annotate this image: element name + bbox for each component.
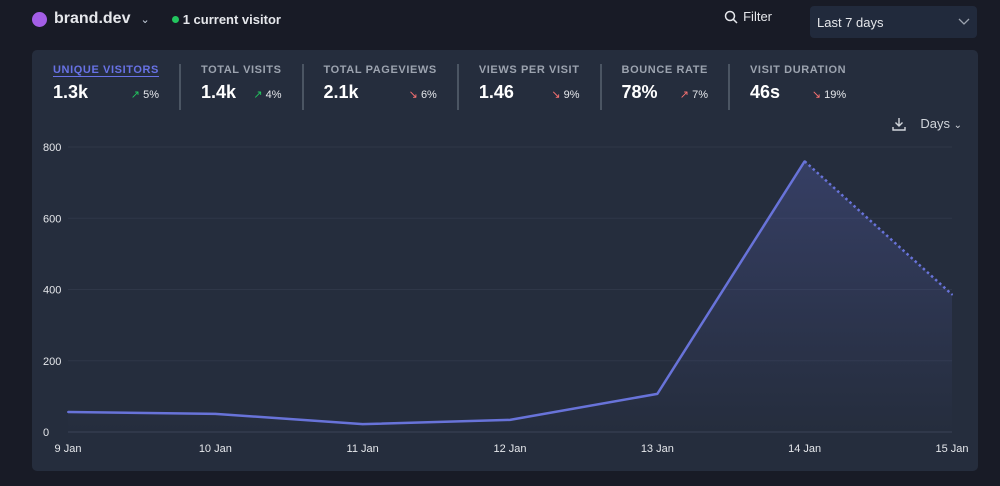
stat-change-value: 6% [420,89,437,101]
stat-total-pageviews[interactable]: TOTAL PAGEVIEWS 2.1k ↘ 6% [324,64,459,110]
stat-change: ↘ 19% [812,88,846,101]
period-value: Last 7 days [817,14,884,30]
data-point[interactable] [361,423,364,426]
filter-label: Filter [743,9,772,24]
arrow-up-right-icon: ↗ [130,89,141,101]
area-fill [68,161,952,432]
x-tick-label: 9 Jan [55,443,82,455]
stat-change: ↘ 9% [551,88,579,101]
search-icon [724,10,738,24]
arrow-down-right-icon: ↘ [811,89,822,101]
data-point[interactable] [803,160,806,163]
stat-change-value: 19% [824,89,847,101]
stat-value: 1.4k [200,82,237,102]
line-series [67,160,806,426]
site-favicon-icon [32,11,47,27]
x-tick-label: 14 Jan [788,443,821,455]
data-point[interactable] [656,392,659,395]
y-tick-label: 400 [43,285,61,297]
stat-change: ↗ 4% [253,88,281,101]
chevron-down-icon: ⌄ [953,120,962,131]
stat-label: TOTAL PAGEVIEWS [323,64,437,76]
interval-value: Days [920,116,950,131]
x-tick-label: 12 Jan [493,443,526,455]
arrow-up-right-icon: ↗ [253,89,263,101]
stat-value: 46s [749,82,781,102]
x-tick-label: 10 Jan [199,443,232,455]
stat-label: UNIQUE VISITORS [53,64,159,76]
data-point[interactable] [509,418,511,421]
interval-select[interactable]: Days ⌄ [920,116,962,131]
data-point[interactable] [951,293,953,296]
stat-unique-visitors[interactable]: UNIQUE VISITORS 1.3k ↗ 5% [53,64,181,110]
data-point[interactable] [67,411,69,414]
stat-visit-duration[interactable]: VISIT DURATION 46s ↘ 19% [750,64,866,110]
chevron-down-icon[interactable]: ⌄ [140,13,150,26]
y-tick-label: 600 [43,213,61,225]
y-tick-label: 800 [43,142,61,154]
visitors-chart: 0 200 400 600 800 9 Jan 10 Jan 11 Jan 12 Jan 13 J… [43,142,969,455]
y-tick-label: 200 [43,356,61,368]
line-series-incomplete [803,160,953,296]
x-tick-label: 11 Jan [347,443,379,455]
stats-row: UNIQUE VISITORS 1.3k ↗ 5% TOTAL VISITS 1.… [53,64,886,110]
live-dot-icon [171,15,179,23]
chart-tools: Days ⌄ [892,116,962,131]
stat-change-value: 4% [265,89,282,101]
stat-label: BOUNCE RATE [621,64,708,76]
stat-value: 1.46 [478,82,514,102]
stat-value: 78% [621,82,658,102]
arrow-down-right-icon: ↘ [551,89,561,101]
stat-total-visits[interactable]: TOTAL VISITS 1.4k ↗ 4% [201,64,304,110]
stat-label: VIEWS PER VISIT [478,64,580,76]
data-point[interactable] [214,412,217,415]
stat-change-value: 9% [563,89,580,101]
stat-change-value: 7% [692,89,708,101]
current-visitors[interactable]: 1 current visitor [171,11,281,27]
arrow-up-right-icon: ↗ [679,89,690,101]
top-bar: brand.dev ⌄ 1 current visitor Filter Las… [32,6,977,38]
stat-change: ↘ 6% [409,88,437,101]
download-icon[interactable] [892,117,907,131]
stat-label: TOTAL VISITS [200,64,282,76]
stat-change: ↗ 7% [680,88,708,101]
stat-label: VISIT DURATION [749,64,847,76]
x-tick-label: 15 Jan [935,443,968,455]
stat-views-per-visit[interactable]: VIEWS PER VISIT 1.46 ↘ 9% [479,64,602,110]
current-visitors-label: 1 current visitor [182,11,281,27]
site-switcher[interactable]: brand.dev [54,10,131,27]
stat-change: ↗ 5% [131,88,159,101]
x-tick-label: 13 Jan [641,443,674,455]
period-select[interactable]: Last 7 days [810,6,977,38]
chevron-down-icon [958,18,970,25]
stat-value: 2.1k [323,82,359,102]
stats-card: UNIQUE VISITORS 1.3k ↗ 5% TOTAL VISITS 1.… [32,50,978,471]
stat-change-value: 5% [143,89,159,101]
stat-bounce-rate[interactable]: BOUNCE RATE 78% ↗ 7% [622,64,730,110]
filter-button[interactable]: Filter [724,9,772,24]
stat-value: 1.3k [53,82,89,102]
y-tick-label: 0 [43,427,49,439]
arrow-down-right-icon: ↘ [408,89,418,101]
